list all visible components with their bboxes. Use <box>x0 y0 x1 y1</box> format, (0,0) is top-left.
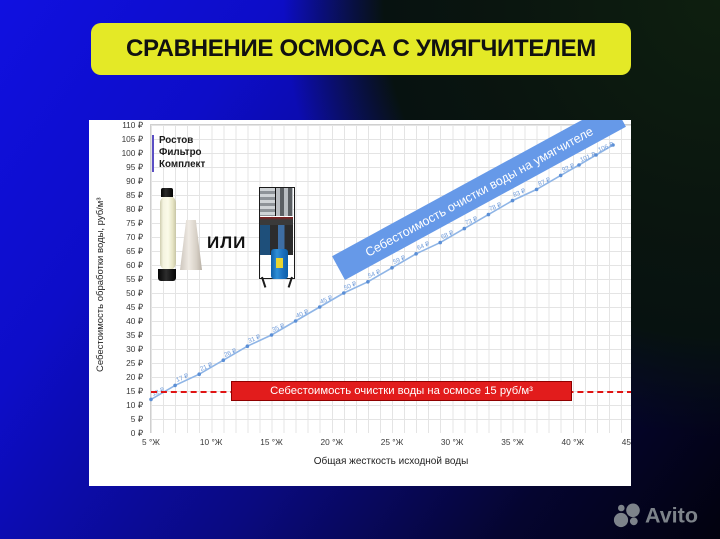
svg-text:87 ₽: 87 ₽ <box>537 177 551 188</box>
svg-text:35 ₽: 35 ₽ <box>271 323 285 334</box>
svg-text:45 ₽: 45 ₽ <box>319 295 333 306</box>
svg-text:40 ₽: 40 ₽ <box>295 309 309 320</box>
svg-text:Avito: Avito <box>645 504 698 528</box>
svg-text:101 ₽: 101 ₽ <box>579 151 597 164</box>
svg-text:92 ₽: 92 ₽ <box>561 163 575 174</box>
svg-text:106 ₽: 106 ₽ <box>597 141 615 154</box>
svg-text:21 ₽: 21 ₽ <box>199 362 213 373</box>
svg-text:26 ₽: 26 ₽ <box>223 348 237 359</box>
